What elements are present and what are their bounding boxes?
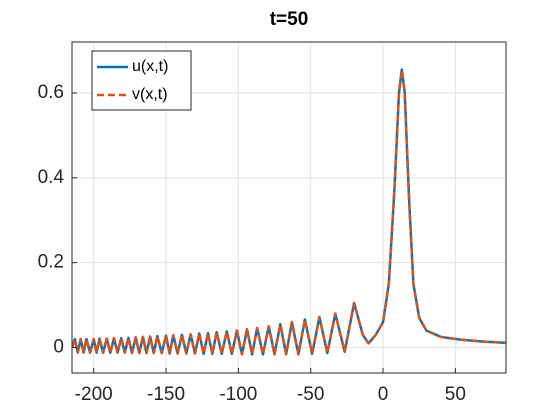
chart-title: t=50	[270, 9, 309, 30]
x-tick-label: -50	[297, 384, 324, 405]
grid	[72, 42, 506, 373]
legend: u(x,t) v(x,t)	[91, 50, 192, 111]
axes-box	[71, 41, 507, 374]
x-tick-label: 0	[378, 384, 389, 405]
legend-label: u(x,t)	[132, 58, 168, 75]
x-tick-label: -200	[75, 384, 113, 405]
y-tick-label: 0.2	[38, 252, 64, 273]
legend-label: v(x,t)	[132, 86, 168, 103]
x-tick-label: -150	[147, 384, 185, 405]
x-tick-label: -100	[219, 384, 257, 405]
legend-box	[91, 50, 192, 111]
y-tick-label: 0.6	[38, 82, 64, 103]
y-tick-label: 0.4	[38, 167, 65, 188]
ticks: -200 -150 -100 -50 0 50 0 0.2 0.4 0.6	[38, 82, 466, 405]
x-tick-label: 50	[445, 384, 466, 405]
series-line	[72, 68, 506, 356]
y-tick-label: 0	[53, 337, 64, 358]
lines	[72, 68, 506, 356]
